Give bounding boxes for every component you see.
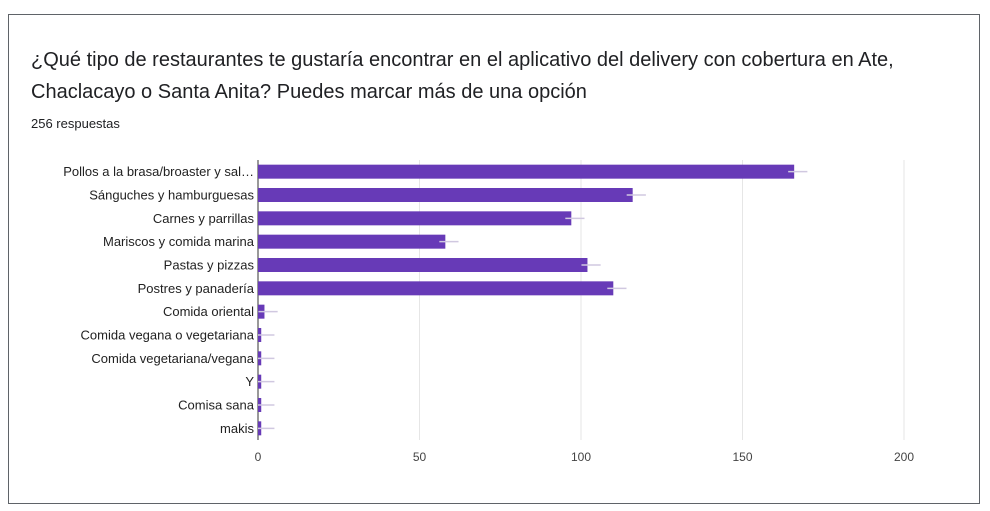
bars — [258, 164, 808, 436]
x-tick-label: 150 — [732, 450, 752, 464]
category-label: Postres y panadería — [138, 281, 255, 296]
category-label: Carnes y parrillas — [153, 211, 255, 226]
category-label: Comida oriental — [163, 304, 254, 319]
bar — [258, 234, 446, 249]
x-axis-ticks: 0 50 100 150 200 — [255, 450, 915, 464]
question-title: ¿Qué tipo de restaurantes te gustaría en… — [31, 49, 894, 103]
category-label: Comisa sana — [178, 398, 255, 413]
bar — [258, 164, 795, 179]
category-label: Comida vegana o vegetariana — [81, 328, 255, 343]
category-label: Pastas y pizzas — [164, 258, 255, 273]
category-label: Comida vegetariana/vegana — [91, 351, 254, 366]
x-tick-label: 50 — [413, 450, 427, 464]
category-label: Mariscos y comida marina — [103, 234, 255, 249]
category-label: Y — [245, 374, 254, 389]
x-tick-label: 100 — [571, 450, 591, 464]
bar — [258, 281, 614, 296]
x-tick-label: 0 — [255, 450, 262, 464]
category-label: Sánguches y hamburguesas — [89, 188, 254, 203]
response-count: 256 respuestas — [31, 116, 120, 131]
category-labels: Pollos a la brasa/broaster y sal… Sánguch… — [63, 164, 255, 436]
grid — [257, 160, 905, 440]
category-label: Pollos a la brasa/broaster y sal… — [63, 164, 254, 179]
category-label: makis — [220, 421, 254, 436]
x-tick-label: 200 — [894, 450, 914, 464]
bar — [258, 258, 588, 272]
bar — [258, 211, 572, 226]
bar — [258, 188, 633, 202]
